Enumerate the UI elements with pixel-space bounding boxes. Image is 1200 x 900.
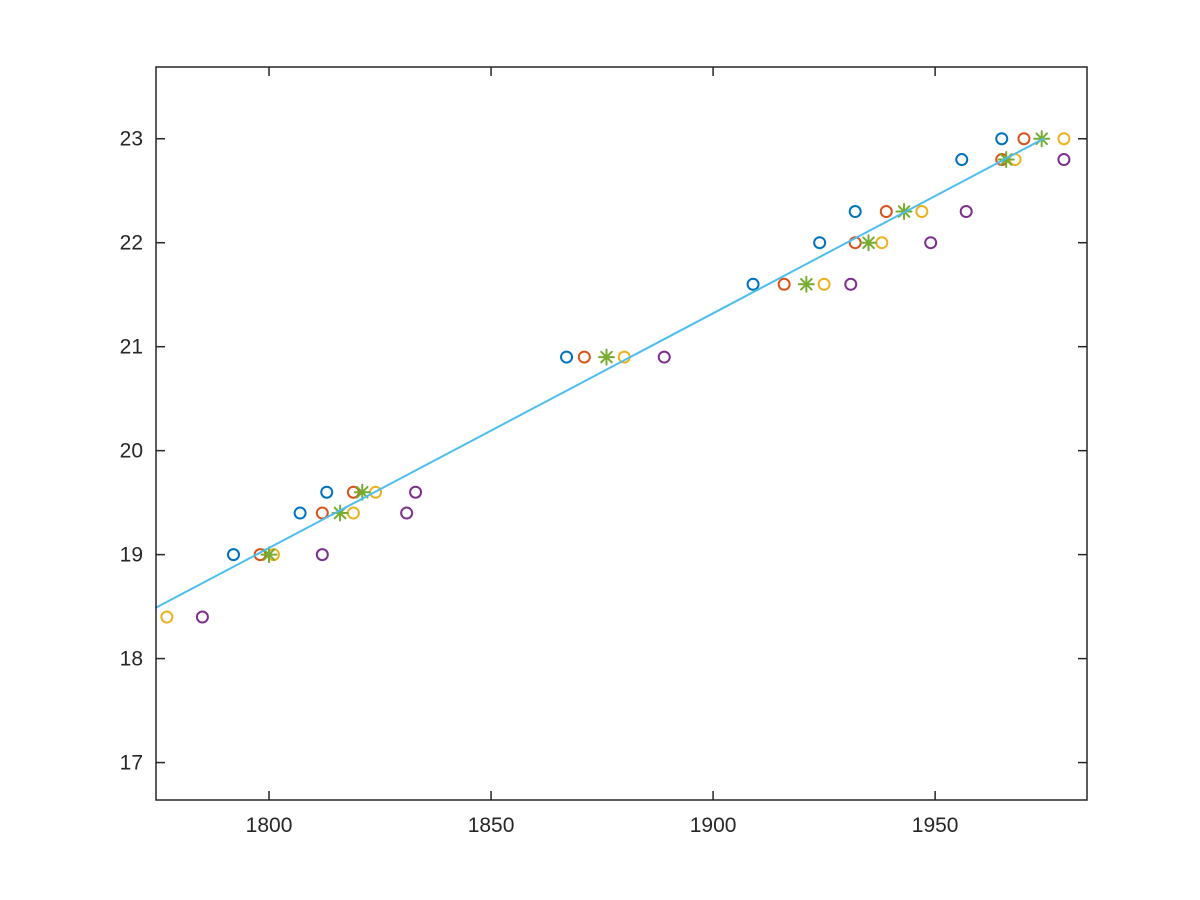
y-tick-label: 19	[120, 544, 143, 567]
circles-blue-point	[746, 277, 760, 291]
circles-orange-point	[577, 350, 591, 364]
circles-yellow-point	[1057, 132, 1071, 146]
circles-purple-point	[844, 277, 858, 291]
asterisks-green-point	[260, 546, 278, 564]
fit-line	[155, 137, 1045, 609]
circles-blue-point	[995, 132, 1009, 146]
circles-orange-point	[1017, 132, 1031, 146]
circles-blue-point	[226, 548, 240, 562]
circles-blue-point	[813, 236, 827, 250]
circles-yellow-point	[160, 610, 174, 624]
y-tick-label: 21	[120, 336, 143, 359]
circles-blue-point	[848, 205, 862, 219]
y-tick-label: 20	[120, 440, 143, 463]
x-tick-label: 1850	[468, 814, 515, 837]
circles-yellow-point	[817, 277, 831, 291]
plot-area	[156, 67, 1087, 800]
y-tick-label: 23	[120, 128, 143, 151]
circles-purple-point	[959, 205, 973, 219]
circles-purple-point	[409, 485, 423, 499]
circles-purple-point	[1057, 153, 1071, 167]
circles-purple-point	[657, 350, 671, 364]
asterisks-green-point	[860, 234, 878, 252]
asterisks-green-point	[353, 483, 371, 501]
x-tick-label: 1900	[690, 814, 737, 837]
y-tick-label: 18	[120, 648, 143, 671]
circles-purple-point	[195, 610, 209, 624]
circles-orange-point	[879, 205, 893, 219]
x-tick-label: 1950	[912, 814, 959, 837]
asterisks-green-point	[797, 275, 815, 293]
circles-yellow-point	[915, 205, 929, 219]
circles-blue-point	[320, 485, 334, 499]
circles-purple-point	[315, 548, 329, 562]
circles-blue-point	[955, 153, 969, 167]
circles-orange-point	[315, 506, 329, 520]
x-tick-label: 1800	[246, 814, 293, 837]
circles-purple-point	[924, 236, 938, 250]
circles-blue-point	[293, 506, 307, 520]
y-tick-label: 17	[120, 752, 143, 775]
y-tick-label: 22	[120, 232, 143, 255]
axes-box	[155, 66, 1088, 801]
circles-blue-point	[560, 350, 574, 364]
asterisks-green-point	[598, 348, 616, 366]
circles-purple-point	[400, 506, 414, 520]
circles-orange-point	[777, 277, 791, 291]
